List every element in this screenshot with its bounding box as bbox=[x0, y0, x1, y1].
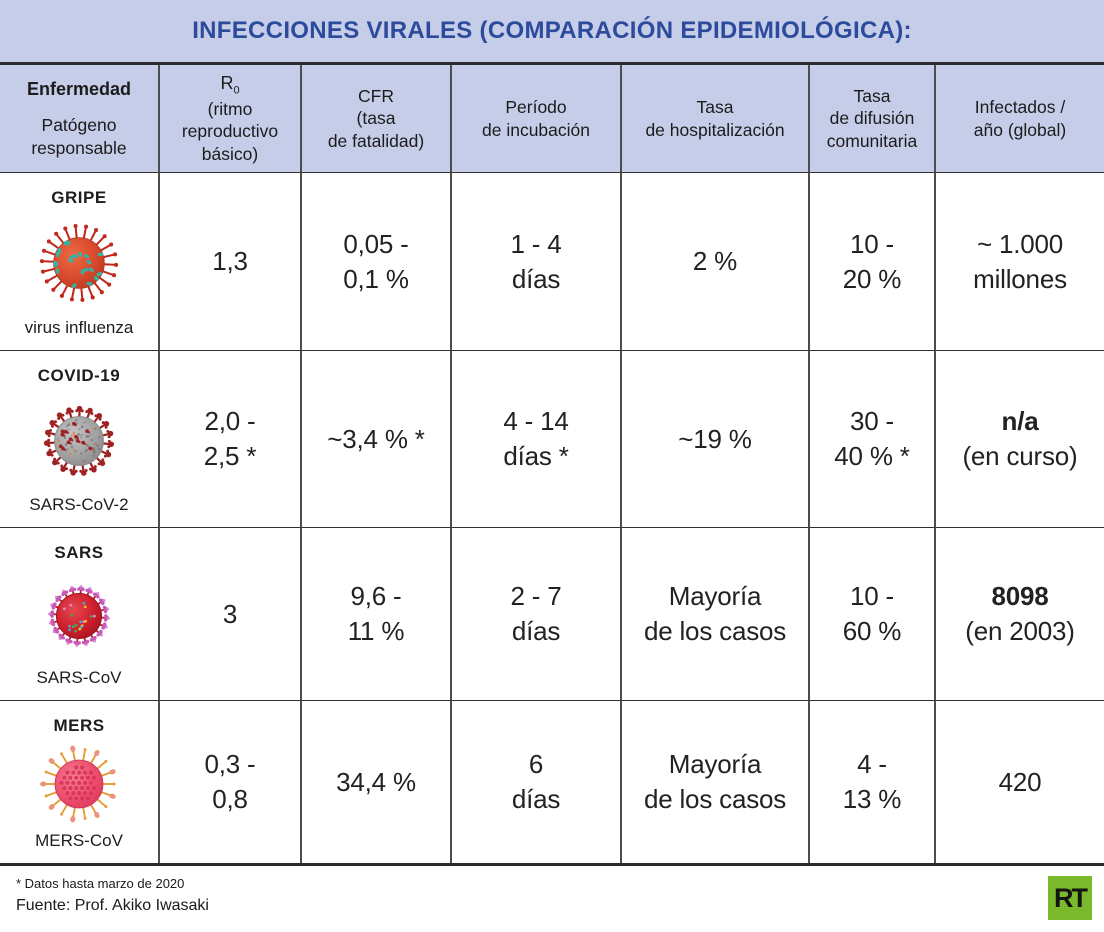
cell-gripe-community-spread: 10 - 20 % bbox=[810, 173, 936, 351]
column-header-infected: Infectados / año (global) bbox=[936, 65, 1104, 173]
comparison-table: Enfermedad Patógeno responsable R0 (ritm… bbox=[0, 65, 1104, 866]
source-credit: Fuente: Prof. Akiko Iwasaki bbox=[16, 897, 209, 914]
sars-cov-2-virus-icon bbox=[33, 395, 125, 487]
cell-sars-incubation: 2 - 7 días bbox=[452, 528, 622, 701]
cell-gripe-hospitalization: 2 % bbox=[622, 173, 810, 351]
cell-mers-r0: 0,3 - 0,8 bbox=[160, 701, 302, 863]
pathogen-name: SARS-CoV-2 bbox=[29, 495, 129, 514]
infected-value: n/a bbox=[1001, 406, 1039, 437]
column-header-community-spread: Tasa de difusión comunitaria bbox=[810, 65, 936, 173]
cell-gripe-r0: 1,3 bbox=[160, 173, 302, 351]
cell-gripe-cfr: 0,05 - 0,1 % bbox=[302, 173, 452, 351]
disease-name: GRIPE bbox=[51, 188, 107, 207]
cell-mers-community-spread: 4 - 13 % bbox=[810, 701, 936, 863]
infected-note: (en 2003) bbox=[965, 616, 1075, 646]
cell-sars-hospitalization: Mayoría de los casos bbox=[622, 528, 810, 701]
footnote-asterisk: * Datos hasta marzo de 2020 bbox=[16, 876, 185, 891]
pathogen-name: virus influenza bbox=[24, 318, 134, 337]
disease-cell-mers: MERS MERS-CoV bbox=[0, 701, 160, 863]
infected-note: (en curso) bbox=[962, 441, 1078, 471]
header-disease-line1: Enfermedad bbox=[26, 79, 132, 100]
cell-mers-hospitalization: Mayoría de los casos bbox=[622, 701, 810, 863]
cell-covid19-cfr: ~3,4 % * bbox=[302, 351, 452, 528]
header-disease-rest: Patógeno responsable bbox=[31, 115, 127, 158]
cell-covid19-infected: n/a (en curso) bbox=[936, 351, 1104, 528]
infected-value: 420 bbox=[998, 766, 1042, 797]
influenza-virus-icon bbox=[33, 217, 125, 309]
rt-logo: RT bbox=[1048, 876, 1092, 920]
header-r0-rest: (ritmo reproductivo básico) bbox=[181, 98, 279, 164]
cell-covid19-hospitalization: ~19 % bbox=[622, 351, 810, 528]
sars-cov-virus-icon bbox=[33, 570, 125, 662]
cell-sars-r0: 3 bbox=[160, 528, 302, 701]
column-header-hospitalization: Tasa de hospitalización bbox=[622, 65, 810, 173]
disease-cell-gripe: GRIPE virus influenza bbox=[0, 173, 160, 351]
pathogen-name: SARS-CoV bbox=[36, 668, 122, 687]
cell-sars-infected: 8098 (en 2003) bbox=[936, 528, 1104, 701]
column-header-disease: Enfermedad Patógeno responsable bbox=[0, 65, 160, 173]
cell-covid19-incubation: 4 - 14 días * bbox=[452, 351, 622, 528]
cell-gripe-incubation: 1 - 4 días bbox=[452, 173, 622, 351]
pathogen-name: MERS-CoV bbox=[35, 831, 123, 850]
footer: * Datos hasta marzo de 2020 Fuente: Prof… bbox=[0, 866, 1104, 932]
infected-value: ~ 1.000 millones bbox=[973, 228, 1067, 294]
rt-logo-text: RT bbox=[1054, 882, 1088, 913]
cell-gripe-infected: ~ 1.000 millones bbox=[936, 173, 1104, 351]
mers-cov-virus-icon bbox=[33, 738, 125, 830]
disease-name: MERS bbox=[53, 716, 105, 735]
column-header-cfr: CFR (tasa de fatalidad) bbox=[302, 65, 452, 173]
cell-mers-infected: 420 bbox=[936, 701, 1104, 863]
cell-covid19-community-spread: 30 - 40 % * bbox=[810, 351, 936, 528]
cell-sars-cfr: 9,6 - 11 % bbox=[302, 528, 452, 701]
header-r0-symbol: R0 bbox=[220, 73, 240, 97]
disease-name: SARS bbox=[54, 543, 104, 562]
infected-value: 8098 bbox=[991, 581, 1049, 612]
cell-covid19-r0: 2,0 - 2,5 * bbox=[160, 351, 302, 528]
column-header-incubation: Período de incubación bbox=[452, 65, 622, 173]
cell-mers-cfr: 34,4 % bbox=[302, 701, 452, 863]
infographic-title: INFECCIONES VIRALES (COMPARACIÓN EPIDEMI… bbox=[192, 17, 912, 44]
cell-sars-community-spread: 10 - 60 % bbox=[810, 528, 936, 701]
column-header-r0: R0 (ritmo reproductivo básico) bbox=[160, 65, 302, 173]
disease-cell-sars: SARS SARS-CoV bbox=[0, 528, 160, 701]
cell-mers-incubation: 6 días bbox=[452, 701, 622, 863]
disease-cell-covid19: COVID-19 SARS-CoV-2 bbox=[0, 351, 160, 528]
title-bar: INFECCIONES VIRALES (COMPARACIÓN EPIDEMI… bbox=[0, 0, 1104, 65]
disease-name: COVID-19 bbox=[37, 366, 121, 385]
